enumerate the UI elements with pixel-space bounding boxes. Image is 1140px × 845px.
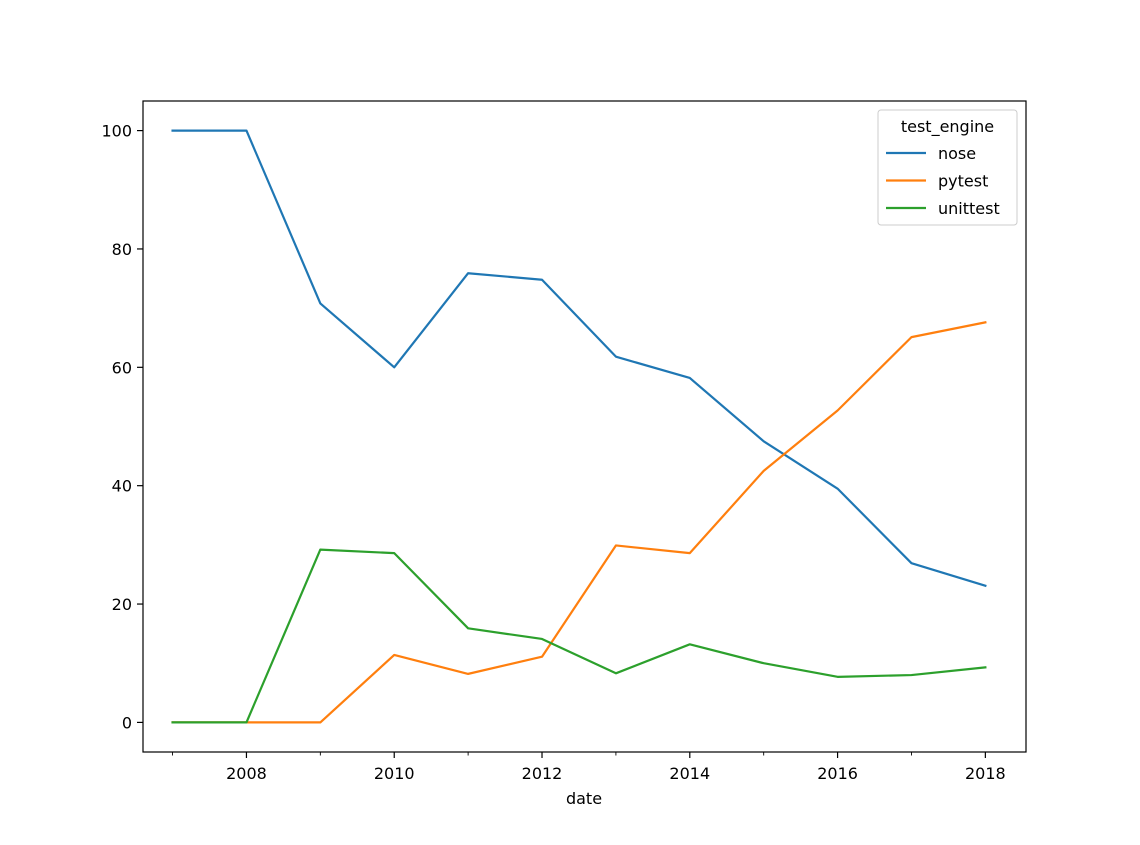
y-tick-label: 40 (112, 477, 132, 496)
x-axis-label: date (566, 789, 602, 808)
x-tick-label: 2014 (669, 764, 710, 783)
y-tick-label: 60 (112, 358, 132, 377)
x-tick-label: 2012 (522, 764, 563, 783)
legend-label-unittest: unittest (938, 199, 1000, 218)
x-tick-label: 2018 (965, 764, 1006, 783)
x-tick-label: 2008 (226, 764, 267, 783)
series-line-unittest (171, 548, 987, 724)
legend-label-nose: nose (938, 144, 976, 163)
x-tick-label: 2016 (817, 764, 858, 783)
y-tick-label: 20 (112, 595, 132, 614)
legend-box (877, 109, 1018, 226)
legend: test_engine nose pytest unittest (877, 109, 1018, 226)
legend-label-pytest: pytest (938, 172, 988, 191)
y-tick-label: 0 (122, 713, 132, 732)
x-tick-label: 2010 (374, 764, 415, 783)
series-line-pytest (171, 321, 987, 724)
series-line-nose (171, 129, 987, 588)
plot-frame (142, 100, 1027, 753)
y-axis: 0 20 40 60 80 100 (101, 122, 143, 732)
y-tick-label: 100 (101, 122, 132, 141)
series-layer (171, 129, 987, 724)
y-tick-label: 80 (112, 240, 132, 259)
legend-items: nose pytest unittest (886, 144, 1000, 218)
legend-title: test_engine (901, 117, 994, 137)
x-axis: 2008 2010 2012 2014 2016 2018 (172, 752, 1006, 783)
